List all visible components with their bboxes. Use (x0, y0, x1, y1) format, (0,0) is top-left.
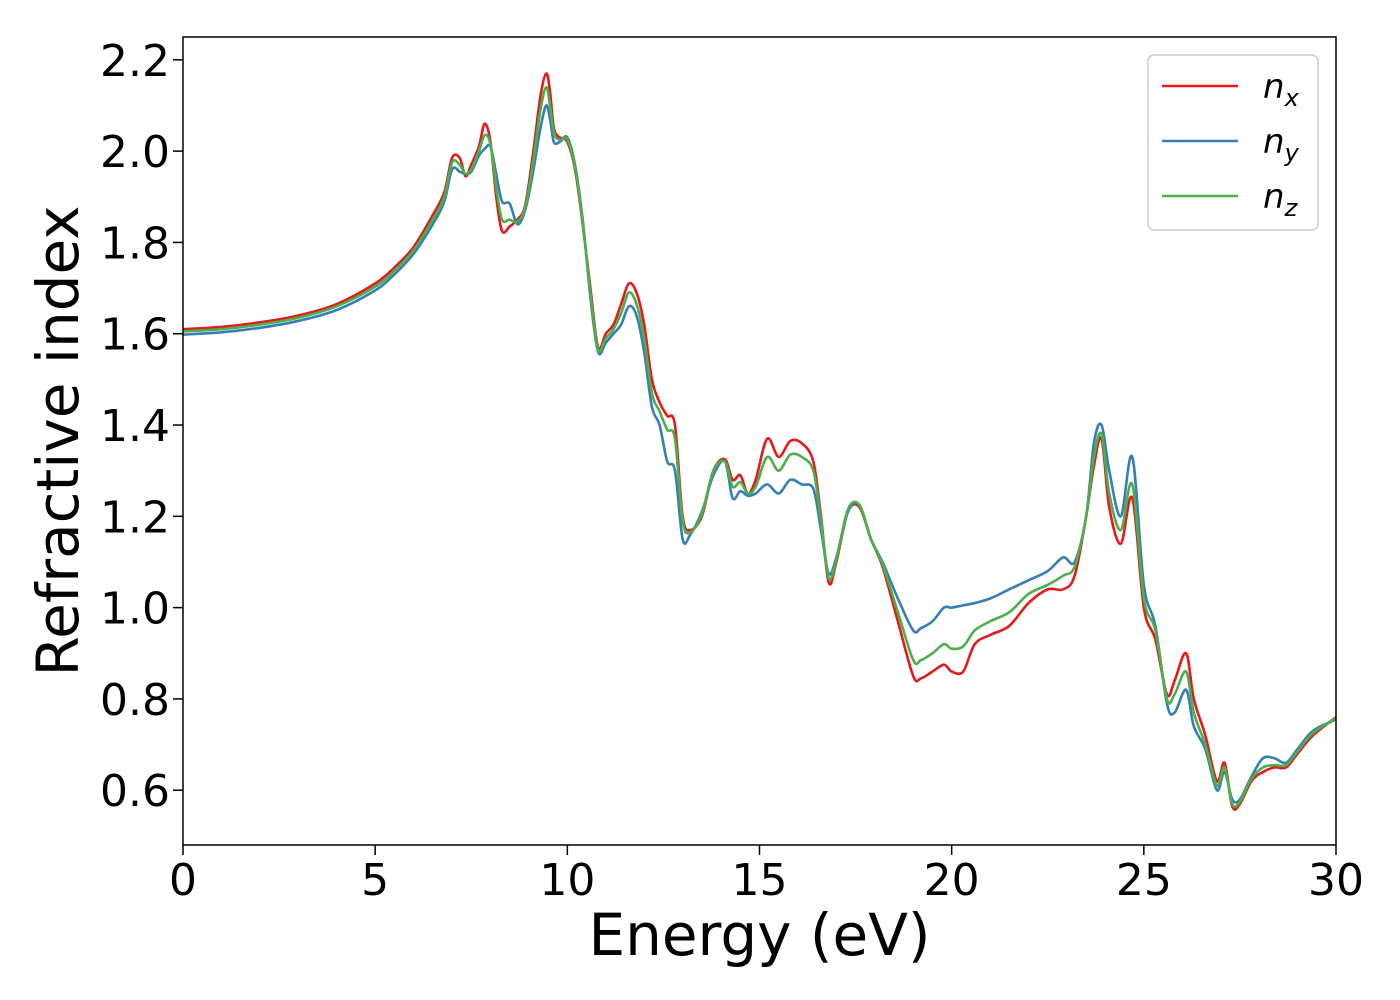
y-tick-label: 1.6 (100, 310, 170, 361)
y-tick-label: 1.4 (100, 401, 170, 452)
y-tick-label: 2.2 (100, 36, 170, 87)
y-tick-label: 1.2 (100, 492, 170, 543)
series-line-nx (183, 72, 1336, 811)
x-tick-label: 5 (361, 855, 389, 906)
x-tick-label: 25 (1116, 855, 1172, 906)
y-tick-label: 1.8 (100, 218, 170, 269)
legend-label-nx: nx (1263, 67, 1300, 112)
legend-box (1147, 54, 1319, 231)
plot-frame (182, 36, 1337, 846)
y-axis-title: Refractive index (24, 205, 92, 676)
series-line-ny (183, 104, 1336, 804)
series-line-nz (183, 85, 1336, 809)
y-tick-label: 1.0 (100, 584, 170, 635)
legend: nx ny nz (1147, 54, 1319, 231)
legend-label-ny: ny (1263, 122, 1300, 167)
legend-label-nz: nz (1263, 177, 1299, 222)
x-tick-label: 20 (924, 855, 980, 906)
x-tick-label: 10 (539, 855, 595, 906)
y-tick-label: 0.8 (100, 675, 170, 726)
y-tick-label: 2.0 (100, 127, 170, 178)
legend-items: nx ny nz (1162, 67, 1300, 222)
x-tick-label: 0 (169, 855, 197, 906)
y-tick-label: 0.6 (100, 766, 170, 817)
series-layer (183, 72, 1336, 811)
x-tick-label: 15 (732, 855, 788, 906)
x-tick-label: 30 (1308, 855, 1364, 906)
tick-layer: 0 5 10 15 20 25 30 0.6 0.8 1.0 1.2 1.4 1.6 1.8 2.0 2.2 (100, 36, 1364, 906)
x-axis-title: Energy (eV) (588, 901, 930, 969)
